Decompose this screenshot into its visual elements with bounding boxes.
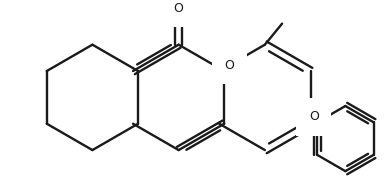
Text: O: O: [174, 2, 183, 15]
Text: O: O: [309, 110, 319, 123]
Text: O: O: [224, 59, 234, 72]
